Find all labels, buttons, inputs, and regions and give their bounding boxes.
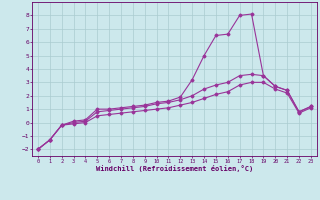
X-axis label: Windchill (Refroidissement éolien,°C): Windchill (Refroidissement éolien,°C) xyxy=(96,165,253,172)
